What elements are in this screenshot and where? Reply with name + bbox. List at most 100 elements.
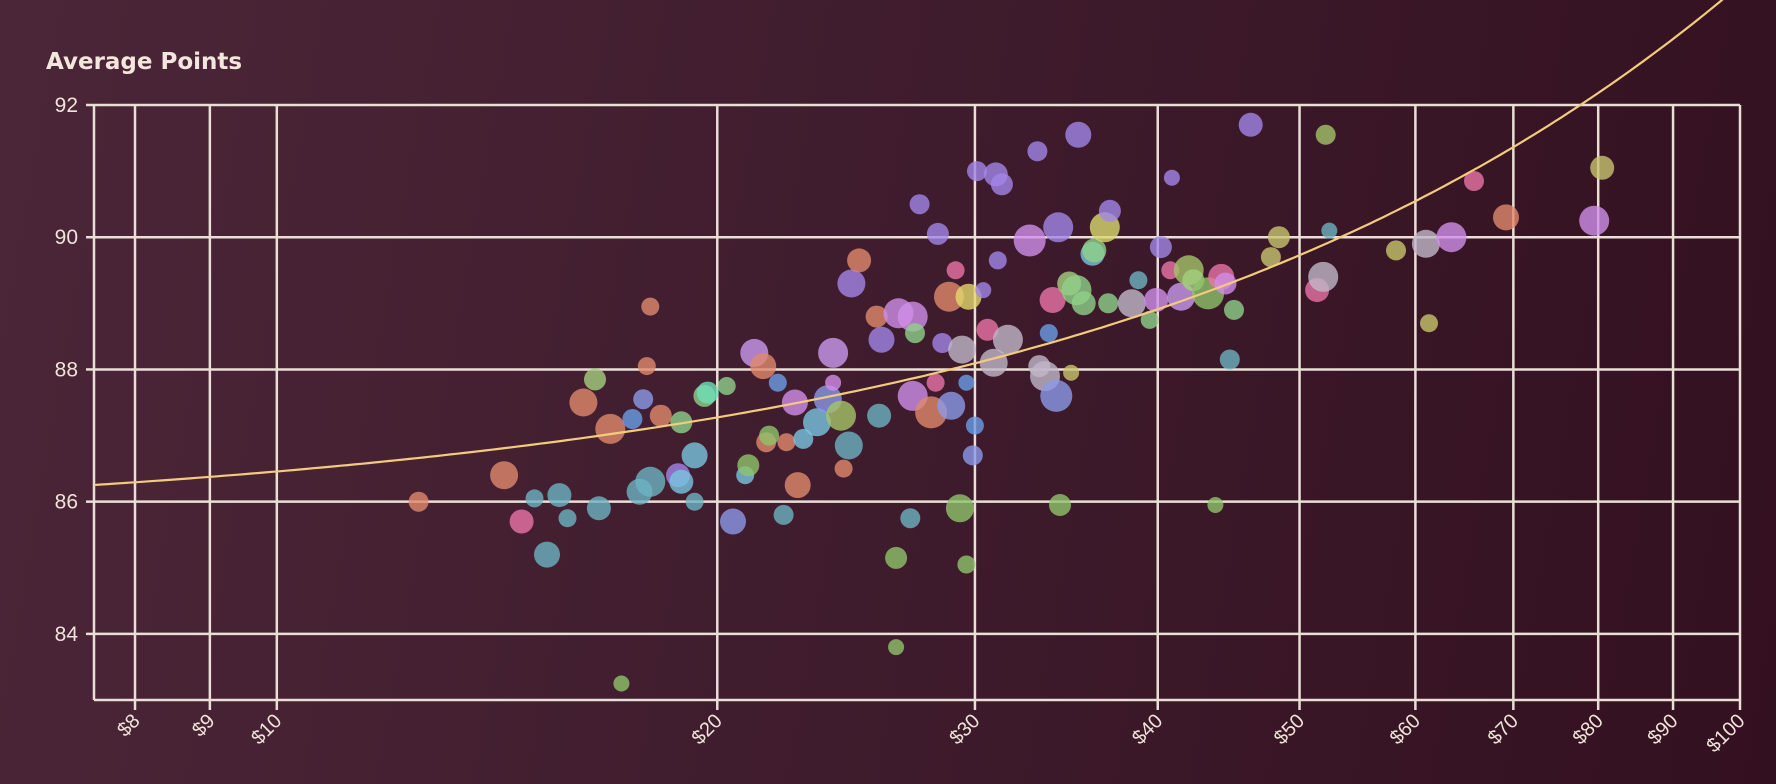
data-point bbox=[967, 161, 987, 182]
data-point bbox=[1065, 121, 1092, 148]
data-point bbox=[1420, 314, 1438, 333]
data-point bbox=[586, 496, 611, 521]
data-point bbox=[803, 408, 831, 437]
data-point bbox=[834, 459, 853, 478]
data-point bbox=[633, 389, 654, 410]
data-point bbox=[1163, 169, 1180, 186]
data-point bbox=[1144, 288, 1169, 312]
data-point bbox=[1013, 224, 1046, 257]
x-tick-label: $9 bbox=[188, 710, 219, 741]
data-point bbox=[1315, 124, 1336, 145]
x-tick-label: $50 bbox=[1270, 710, 1309, 749]
data-point bbox=[622, 409, 643, 429]
data-point bbox=[926, 222, 949, 245]
data-point bbox=[584, 368, 606, 391]
data-point bbox=[1411, 229, 1440, 258]
data-point bbox=[1098, 293, 1119, 314]
x-tick-label: $20 bbox=[688, 710, 727, 749]
x-tick-label: $10 bbox=[247, 710, 286, 749]
y-tick-label: 86 bbox=[55, 491, 78, 514]
data-point bbox=[934, 281, 964, 312]
data-point bbox=[768, 373, 787, 392]
trend-layer bbox=[94, 0, 1724, 487]
axis-layer bbox=[86, 103, 1742, 710]
data-point bbox=[909, 194, 930, 215]
data-point bbox=[637, 357, 656, 376]
data-point bbox=[1071, 291, 1096, 316]
data-point bbox=[905, 323, 925, 344]
data-point bbox=[888, 639, 905, 656]
data-point bbox=[1063, 364, 1080, 381]
data-point bbox=[1224, 299, 1244, 320]
data-point bbox=[681, 442, 708, 469]
data-point bbox=[826, 400, 856, 431]
trend-line bbox=[94, 0, 1724, 487]
data-point bbox=[509, 509, 534, 534]
data-point bbox=[865, 305, 888, 328]
data-point bbox=[635, 466, 666, 497]
data-point bbox=[737, 454, 760, 477]
data-point bbox=[534, 541, 560, 568]
data-point bbox=[847, 248, 872, 273]
data-point bbox=[975, 282, 992, 299]
data-point bbox=[759, 425, 780, 446]
data-point bbox=[720, 508, 746, 535]
data-point bbox=[1027, 141, 1048, 162]
data-point bbox=[818, 337, 849, 368]
data-point bbox=[525, 489, 544, 508]
data-point bbox=[641, 297, 660, 316]
data-point bbox=[1219, 349, 1240, 370]
x-tick-label: $40 bbox=[1128, 710, 1167, 749]
data-point bbox=[793, 428, 814, 449]
data-point bbox=[1267, 226, 1290, 249]
data-point bbox=[1386, 240, 1406, 261]
data-point bbox=[1039, 324, 1058, 343]
data-point bbox=[750, 353, 777, 380]
x-tick-label: $8 bbox=[113, 710, 144, 741]
data-point bbox=[946, 261, 965, 280]
tick-label-layer: 84 86 88 90 92 $8 $9 $10 $20 $30 $40 $50 $60 $70 $80 $9… bbox=[55, 94, 1750, 757]
data-point bbox=[696, 381, 719, 404]
data-point bbox=[1321, 222, 1338, 239]
data-point bbox=[1436, 222, 1467, 253]
data-point bbox=[595, 413, 626, 444]
data-point bbox=[948, 335, 977, 364]
data-point bbox=[937, 391, 966, 420]
data-point bbox=[976, 318, 999, 341]
data-point bbox=[1117, 289, 1146, 318]
x-tick-label: $100 bbox=[1703, 710, 1750, 757]
data-point bbox=[1039, 287, 1066, 313]
data-point bbox=[1590, 155, 1615, 180]
data-point bbox=[490, 461, 519, 490]
data-point bbox=[825, 374, 842, 391]
y-tick-label: 90 bbox=[55, 226, 78, 249]
data-point bbox=[1140, 310, 1159, 329]
data-point bbox=[932, 333, 953, 353]
y-tick-label: 88 bbox=[55, 358, 78, 381]
data-point bbox=[962, 445, 983, 466]
data-point bbox=[408, 491, 429, 512]
data-point bbox=[558, 509, 577, 528]
data-point bbox=[885, 546, 908, 569]
data-point bbox=[990, 173, 1013, 196]
data-point bbox=[958, 374, 975, 391]
x-tick-label: $70 bbox=[1484, 710, 1523, 749]
data-point bbox=[1579, 205, 1610, 236]
data-point bbox=[1040, 379, 1073, 412]
data-point bbox=[837, 269, 866, 298]
data-point bbox=[1260, 247, 1281, 268]
data-point bbox=[867, 403, 892, 428]
data-point bbox=[988, 251, 1007, 270]
data-point bbox=[1238, 112, 1263, 137]
y-tick-label: 92 bbox=[55, 94, 78, 117]
data-point bbox=[669, 469, 694, 494]
data-point bbox=[777, 433, 796, 452]
data-point bbox=[784, 472, 811, 499]
data-point bbox=[900, 508, 921, 529]
x-tick-label: $30 bbox=[945, 710, 984, 749]
data-point bbox=[992, 324, 1023, 355]
data-point bbox=[926, 373, 945, 392]
data-point bbox=[1464, 171, 1484, 191]
x-tick-label: $80 bbox=[1569, 710, 1608, 749]
